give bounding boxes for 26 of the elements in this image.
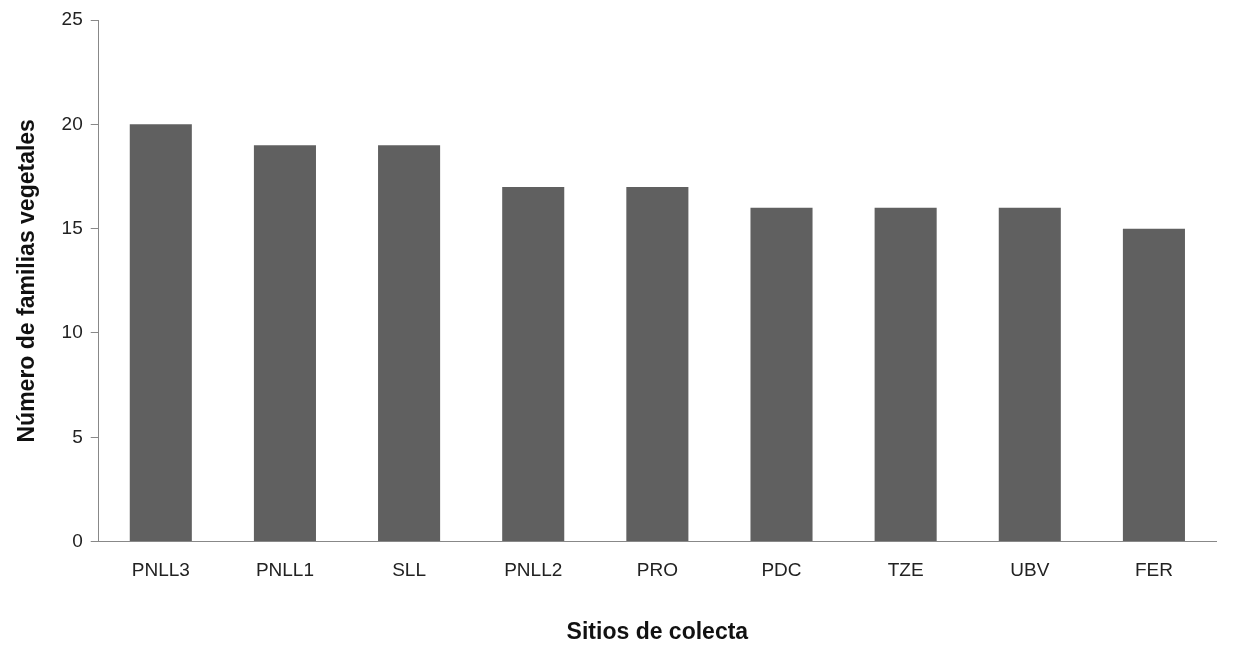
- bar: [129, 124, 192, 542]
- y-axis-title: Número de familias vegetales: [13, 119, 40, 443]
- y-tick-label: 0: [72, 529, 83, 551]
- bar: [998, 207, 1061, 542]
- bar: [378, 145, 441, 542]
- y-tick-label: 25: [61, 8, 83, 30]
- y-tick-label: 5: [72, 425, 83, 447]
- x-tick-label: SLL: [392, 559, 426, 581]
- x-tick-label: FER: [1134, 559, 1173, 581]
- y-tick-label: 10: [61, 321, 83, 343]
- bar: [502, 186, 565, 542]
- bar: [253, 145, 316, 542]
- x-tick-label: PNLL2: [504, 559, 563, 581]
- x-tick-label: UBV: [1010, 559, 1050, 581]
- x-tick-label: TZE: [887, 559, 924, 581]
- x-tick-label: PNLL1: [255, 559, 314, 581]
- x-axis-title: Sitios de colecta: [566, 617, 749, 644]
- x-tick-label: PNLL3: [131, 559, 190, 581]
- bar: [874, 207, 937, 542]
- x-tick-label: PRO: [636, 559, 678, 581]
- bar: [750, 207, 813, 542]
- bar: [626, 186, 689, 542]
- bar: [1122, 228, 1185, 542]
- y-tick-label: 15: [61, 216, 83, 238]
- x-tick-label: PDC: [761, 559, 802, 581]
- y-tick-label: 20: [61, 112, 83, 134]
